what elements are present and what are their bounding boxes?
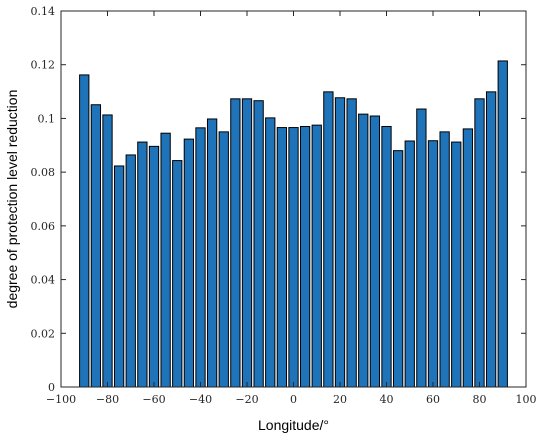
ticks-layer: −100 −80 −60 −40 −20 0 20 40 60 80 100 0 0.02 0.04 0.0… xyxy=(31,5,537,406)
y-tick-label: 0.12 xyxy=(31,59,56,72)
y-tick-label: 0.02 xyxy=(31,327,56,340)
x-tick-label: 40 xyxy=(380,393,394,406)
x-tick-label: 100 xyxy=(516,393,537,406)
bar xyxy=(253,100,264,388)
bar xyxy=(148,145,160,388)
y-tick-label: 0 xyxy=(48,381,55,394)
y-axis-title: degree of protection level reduction xyxy=(4,90,20,309)
bar xyxy=(90,104,102,388)
bar xyxy=(183,138,195,388)
bar xyxy=(485,91,497,388)
x-tick-label: 20 xyxy=(333,393,347,406)
x-tick-label: −80 xyxy=(96,393,119,406)
x-tick-label: −60 xyxy=(142,393,165,406)
bar xyxy=(276,127,288,388)
x-tick-label: 0 xyxy=(290,393,297,406)
bar xyxy=(451,141,462,388)
bar xyxy=(218,131,229,388)
x-tick-label: −40 xyxy=(189,393,212,406)
bar xyxy=(79,74,90,388)
bar xyxy=(230,98,241,388)
bar xyxy=(137,141,148,388)
bar xyxy=(381,125,392,388)
bar xyxy=(241,98,253,388)
bar xyxy=(172,160,183,388)
bar xyxy=(474,98,485,388)
bar xyxy=(369,115,381,388)
x-tick-label: 80 xyxy=(473,393,487,406)
bar xyxy=(439,131,450,388)
x-tick-label: −20 xyxy=(235,393,258,406)
bar xyxy=(323,91,334,388)
bar xyxy=(206,118,218,388)
bar xyxy=(346,98,357,388)
bars-layer xyxy=(79,60,508,388)
y-tick-label: 0.14 xyxy=(31,5,56,18)
bar xyxy=(311,124,322,388)
bar xyxy=(462,128,474,388)
y-tick-label: 0.06 xyxy=(31,220,56,233)
y-tick-label: 0.1 xyxy=(38,112,56,125)
x-tick-label: 60 xyxy=(426,393,440,406)
bar xyxy=(113,165,125,388)
bar xyxy=(125,154,136,388)
bar xyxy=(358,113,369,388)
bar xyxy=(427,140,439,388)
bar xyxy=(334,97,346,388)
bar xyxy=(195,127,206,388)
y-tick-label: 0.04 xyxy=(31,274,56,287)
bar xyxy=(497,60,508,388)
x-tick-label: −100 xyxy=(46,393,76,406)
bar xyxy=(265,117,276,388)
bar xyxy=(160,132,171,388)
bar xyxy=(392,150,404,388)
bar xyxy=(404,140,415,388)
bar xyxy=(288,127,299,388)
x-axis-title: Longitude/° xyxy=(258,417,329,433)
bar xyxy=(299,125,311,388)
y-tick-label: 0.08 xyxy=(31,166,56,179)
bar xyxy=(102,114,113,388)
bar xyxy=(416,108,427,388)
